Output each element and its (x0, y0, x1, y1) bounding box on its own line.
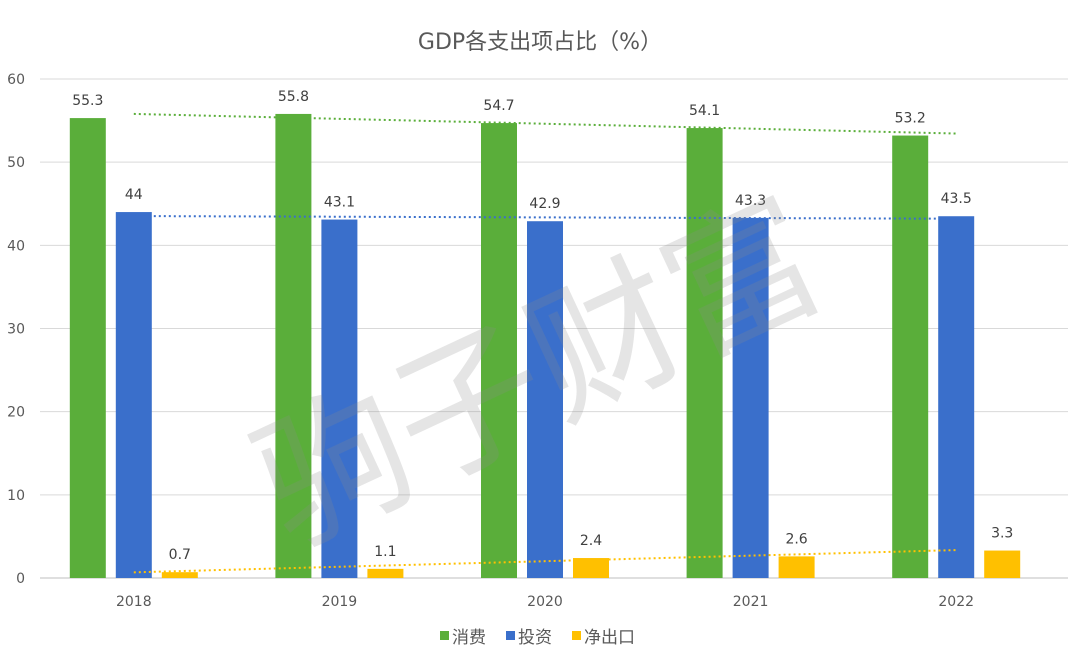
data-label: 44 (125, 187, 143, 203)
x-axis: 2018 2019 2020 2021 2022 (116, 594, 974, 610)
data-label: 54.7 (483, 98, 514, 114)
bar-投资-2022 (938, 216, 975, 578)
bar-投资-2019 (321, 219, 358, 578)
y-tick-label: 50 (7, 155, 25, 171)
data-label: 53.2 (895, 111, 926, 127)
legend-label: 净出口 (584, 628, 635, 648)
legend-swatch-投资 (506, 631, 515, 640)
bar-投资-2018 (115, 212, 152, 579)
trendline-投资 (133, 215, 957, 220)
data-label: 3.3 (991, 526, 1013, 542)
bars (69, 113, 1021, 579)
y-axis: 0 10 20 30 40 50 60 (7, 72, 25, 587)
data-label: 1.1 (374, 544, 396, 560)
x-tick-label: 2020 (527, 594, 563, 610)
legend-label: 投资 (518, 628, 552, 648)
bar-净出口-2019 (367, 568, 404, 578)
x-tick-label: 2021 (733, 594, 769, 610)
data-label: 2.6 (785, 531, 807, 547)
bar-消费-2022 (892, 135, 929, 578)
legend: 消费 投资 净出口 (440, 628, 635, 648)
bar-消费-2018 (69, 118, 106, 579)
data-label: 54.1 (689, 103, 720, 119)
data-label: 42.9 (529, 196, 560, 212)
data-label: 2.4 (580, 533, 602, 549)
bar-消费-2019 (275, 113, 312, 579)
bar-净出口-2018 (161, 572, 198, 578)
data-label: 43.1 (324, 195, 355, 211)
trendline-净出口 (133, 549, 957, 574)
data-label: 0.7 (169, 547, 191, 563)
data-label: 43.3 (735, 193, 766, 209)
y-tick-label: 10 (7, 488, 25, 504)
data-label: 43.5 (941, 191, 972, 207)
y-tick-label: 40 (7, 238, 25, 254)
data-label: 55.3 (72, 93, 103, 109)
bar-投资-2021 (732, 217, 769, 578)
y-tick-label: 0 (16, 571, 25, 587)
x-tick-label: 2019 (322, 594, 358, 610)
trendline-消费 (133, 112, 957, 135)
trendlines (133, 112, 957, 574)
bar-消费-2020 (481, 123, 517, 578)
chart-title: GDP各支出项占比（%） (418, 30, 662, 55)
y-tick-label: 20 (7, 405, 25, 421)
bar-净出口-2021 (778, 556, 815, 578)
y-tick-label: 60 (7, 72, 25, 88)
y-tick-label: 30 (7, 322, 25, 338)
legend-swatch-净出口 (572, 631, 581, 640)
bar-消费-2021 (686, 128, 723, 578)
x-tick-label: 2018 (116, 594, 152, 610)
bar-投资-2020 (527, 221, 563, 578)
x-tick-label: 2022 (938, 594, 974, 610)
data-labels: 55.3 55.8 54.7 54.1 53.2 44 43.1 42.9 43.3 43.5 0.… (72, 89, 1013, 563)
legend-label: 消费 (452, 628, 486, 648)
legend-swatch-消费 (440, 631, 449, 640)
bar-净出口-2020 (573, 558, 609, 578)
bar-净出口-2022 (984, 550, 1021, 578)
data-label: 55.8 (278, 89, 309, 105)
